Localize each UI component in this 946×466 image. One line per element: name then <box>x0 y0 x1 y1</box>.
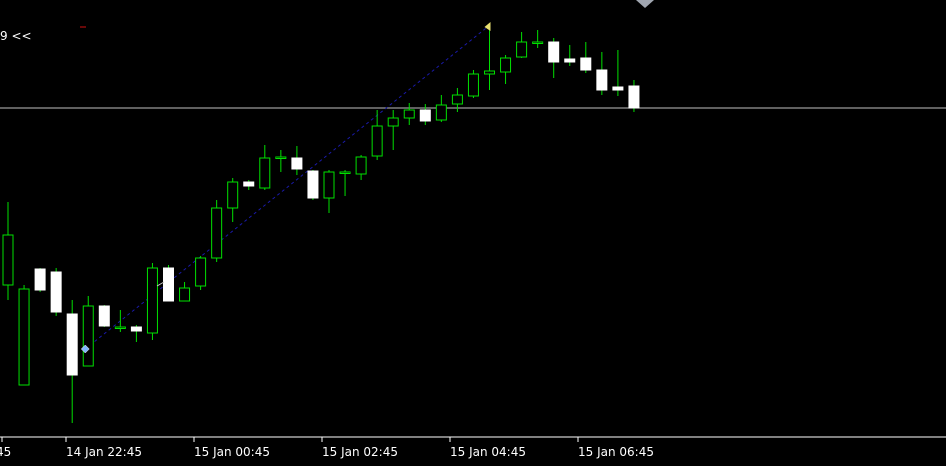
candle <box>82 296 94 367</box>
candle-body-bull <box>451 94 463 105</box>
candles-group <box>2 26 640 423</box>
candle <box>387 110 399 150</box>
candle-body-bear <box>548 41 560 63</box>
time-tick-label: 15 Jan 00:45 <box>194 445 270 459</box>
candle <box>50 268 62 316</box>
candle-body-bull <box>403 109 415 119</box>
candle-body-bull <box>484 70 495 75</box>
candle-body-bear <box>34 268 46 291</box>
time-tick-label: 15 Jan 04:45 <box>450 445 526 459</box>
candle <box>371 110 383 160</box>
candle <box>451 88 463 112</box>
candle <box>163 265 174 302</box>
candle-body-bear <box>291 157 303 170</box>
candle-body-bear <box>419 109 431 122</box>
candle-body-bear <box>98 305 110 327</box>
time-tick-label: 14 Jan 22:45 <box>66 445 142 459</box>
candle <box>628 80 640 112</box>
time-tick-label: 15 Jan 06:45 <box>578 445 654 459</box>
time-tick-label: 15 Jan 02:45 <box>322 445 398 459</box>
candle-body-bear <box>163 267 174 302</box>
candle-body-bull <box>146 267 158 334</box>
candle <box>548 38 560 78</box>
candle <box>2 202 14 300</box>
candle-body-bear <box>612 86 624 91</box>
chart-markers <box>80 0 654 354</box>
candle <box>227 178 239 222</box>
candle-body-bull <box>82 305 94 367</box>
candle <box>259 145 271 190</box>
candle <box>419 104 431 125</box>
trendline-start-marker[interactable] <box>80 344 90 354</box>
candle <box>307 170 319 200</box>
candle <box>114 310 126 332</box>
candle-body-bear <box>564 58 576 63</box>
candle-body-bull <box>435 104 447 121</box>
candle-body-bull <box>275 156 287 159</box>
candle-body-bull <box>179 287 191 302</box>
candle-body-bear <box>580 57 592 71</box>
trendline-end-marker[interactable] <box>484 22 491 31</box>
header-label: 9 << <box>0 29 32 43</box>
candle <box>596 52 608 95</box>
candle-body-bear <box>628 85 640 109</box>
candle <box>211 200 223 262</box>
time-tick-label: 45 <box>0 445 11 459</box>
candle-body-bear <box>50 271 62 313</box>
candle-body-bull <box>114 326 126 329</box>
candle-body-bull <box>339 171 351 174</box>
candle-body-bull <box>532 41 544 44</box>
candle-body-bear <box>596 69 608 91</box>
candle-body-bull <box>500 57 512 73</box>
candle <box>195 256 207 290</box>
candle-body-bull <box>371 125 383 157</box>
candle <box>34 268 46 292</box>
candle-body-bull <box>387 117 399 127</box>
candle-body-bear <box>243 181 255 187</box>
candle-body-bull <box>323 171 335 199</box>
candle <box>98 305 110 327</box>
candle-body-bear <box>130 326 142 332</box>
candle-body-bull <box>18 288 30 386</box>
candle <box>179 282 191 302</box>
candle <box>146 263 158 340</box>
candle-body-bear <box>307 170 319 199</box>
candle-body-bull <box>516 41 528 58</box>
scroll-arrow-icon[interactable] <box>636 0 654 8</box>
candle-body-bull <box>355 156 367 175</box>
candle <box>339 170 351 196</box>
candle-body-bull <box>259 157 271 189</box>
candle <box>18 285 30 386</box>
candle <box>243 180 255 190</box>
candle-body-bull <box>211 207 223 259</box>
candle <box>532 30 544 48</box>
candle <box>275 150 287 172</box>
trendline-group <box>84 26 488 350</box>
candle <box>516 32 528 58</box>
candle <box>484 26 495 90</box>
small-tick-mark <box>156 281 165 287</box>
candle-body-bull <box>2 234 14 286</box>
candle-body-bull <box>227 181 239 209</box>
candle <box>564 45 576 66</box>
candle <box>467 70 479 98</box>
candle <box>612 50 624 96</box>
candle <box>355 155 367 180</box>
trendline <box>84 26 488 350</box>
candle-body-bull <box>195 257 207 287</box>
candle <box>291 146 303 175</box>
candle <box>403 103 415 125</box>
candle-body-bear <box>66 313 78 376</box>
candle <box>435 95 447 122</box>
time-axis: 45 14 Jan 22:45 15 Jan 00:45 15 Jan 02:45 15… <box>0 436 946 459</box>
candle <box>130 325 142 342</box>
candle <box>580 42 592 73</box>
candle <box>66 300 78 423</box>
candle-body-bull <box>467 73 479 97</box>
candle <box>323 170 335 213</box>
candle <box>500 55 512 84</box>
